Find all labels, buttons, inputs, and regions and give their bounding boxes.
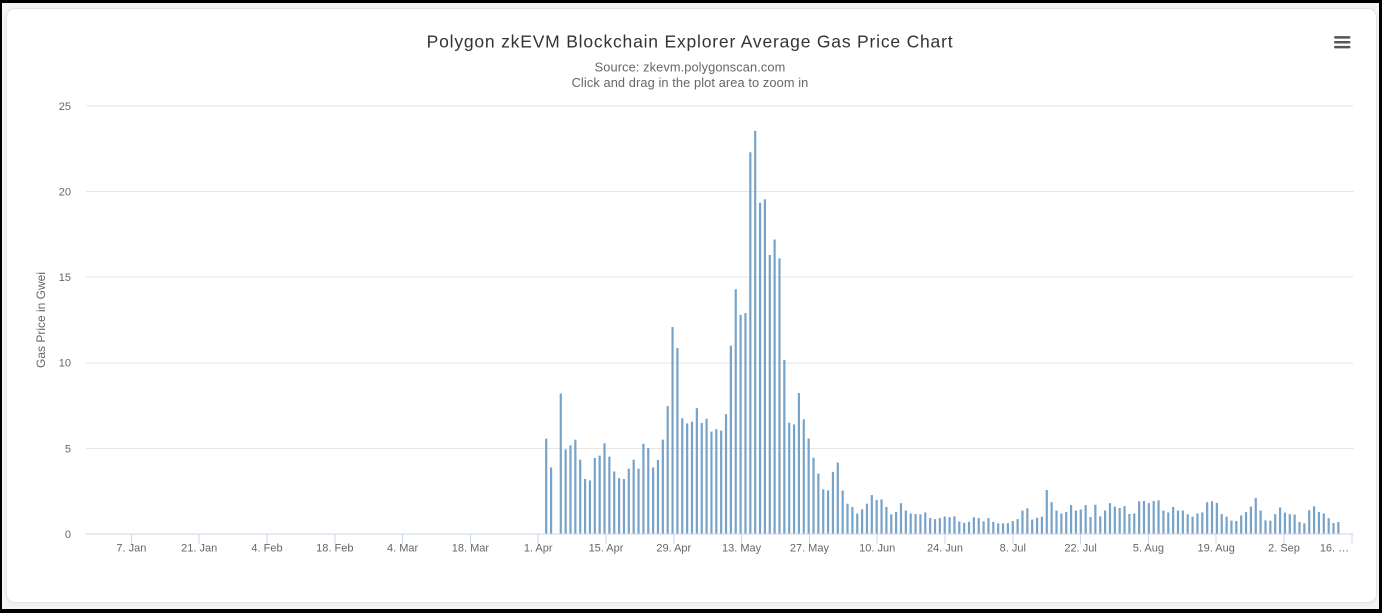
svg-text:18. Feb: 18. Feb <box>316 543 353 555</box>
svg-text:19. Aug: 19. Aug <box>1198 543 1235 555</box>
svg-text:Gas Price in Gwei: Gas Price in Gwei <box>34 272 48 368</box>
svg-text:15: 15 <box>59 272 71 284</box>
svg-text:13. May: 13. May <box>722 543 762 555</box>
svg-text:Source: zkevm.polygonscan.com: Source: zkevm.polygonscan.com <box>595 60 786 75</box>
svg-text:1. Apr: 1. Apr <box>524 543 553 555</box>
svg-text:10. Jun: 10. Jun <box>859 543 895 555</box>
svg-text:Polygon zkEVM Blockchain Explo: Polygon zkEVM Blockchain Explorer Averag… <box>427 32 954 52</box>
svg-text:2. Sep: 2. Sep <box>1268 543 1300 555</box>
svg-text:20: 20 <box>59 187 71 199</box>
svg-text:16. …: 16. … <box>1320 543 1349 555</box>
svg-text:5. Aug: 5. Aug <box>1133 543 1164 555</box>
svg-text:24. Jun: 24. Jun <box>927 543 963 555</box>
svg-text:0: 0 <box>65 529 71 541</box>
svg-text:8. Jul: 8. Jul <box>1000 543 1026 555</box>
svg-text:25: 25 <box>59 101 71 113</box>
svg-text:29. Apr: 29. Apr <box>656 543 691 555</box>
svg-text:15. Apr: 15. Apr <box>589 543 624 555</box>
svg-text:5: 5 <box>65 443 71 455</box>
svg-text:21. Jan: 21. Jan <box>181 543 217 555</box>
svg-text:4. Feb: 4. Feb <box>251 543 282 555</box>
svg-text:22. Jul: 22. Jul <box>1064 543 1096 555</box>
svg-text:Click and drag in the plot are: Click and drag in the plot area to zoom … <box>572 75 809 90</box>
svg-text:27. May: 27. May <box>790 543 830 555</box>
svg-text:10: 10 <box>59 358 71 370</box>
svg-text:7. Jan: 7. Jan <box>116 543 146 555</box>
svg-text:18. Mar: 18. Mar <box>452 543 490 555</box>
svg-text:4. Mar: 4. Mar <box>387 543 419 555</box>
